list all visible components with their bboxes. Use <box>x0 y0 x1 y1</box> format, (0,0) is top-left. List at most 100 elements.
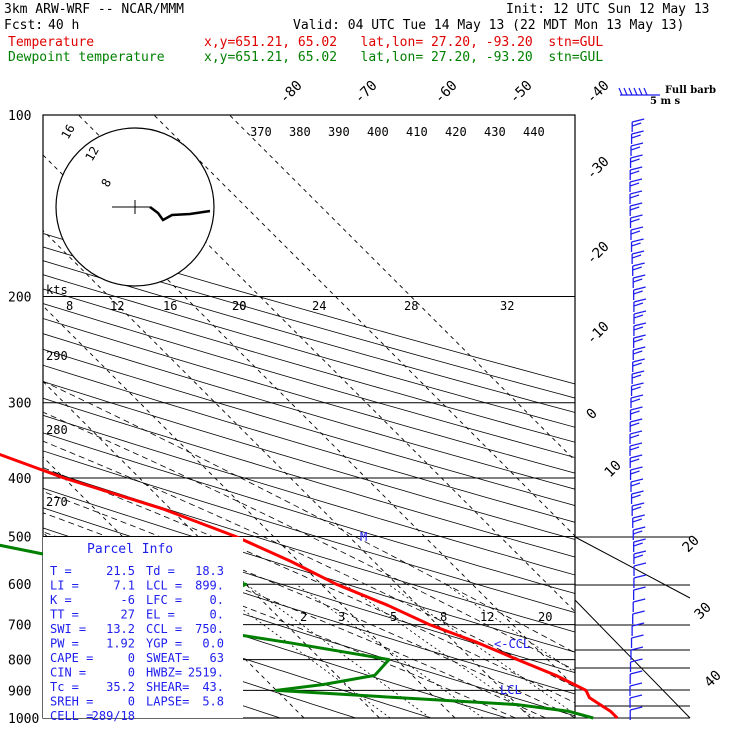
hodograph-ring-speed: 8 <box>66 299 73 313</box>
model-title: 3km ARW-WRF -- NCAR/MMM <box>4 2 185 17</box>
isotherm-extension <box>574 536 691 599</box>
wind-barb-flag <box>629 694 643 699</box>
init-time: Init: 12 UTC Sun 12 May 13 <box>506 2 710 17</box>
mixing-ratio-label-low: 20 <box>538 610 552 624</box>
temperature-tick-top: -60 <box>432 78 461 107</box>
parcel-marker: M <box>360 530 367 544</box>
parcel-info-key: PW = <box>50 637 79 651</box>
parcel-info-value: 21.5 <box>106 564 135 578</box>
theta-label: 400 <box>367 125 389 139</box>
dry-adiabat <box>43 432 575 594</box>
parcel-info-key: CCL = <box>146 622 182 636</box>
dry-adiabat <box>43 233 575 385</box>
wind-barb-flag <box>630 706 643 711</box>
parcel-info-value: 43. <box>202 680 224 694</box>
wind-barb-flag <box>630 158 640 163</box>
forecast-label: Fcst: <box>4 18 44 33</box>
wind-barb-flag <box>631 494 641 499</box>
wind-barb-flag <box>630 166 643 171</box>
parcel-info-value: 13.2 <box>106 622 135 636</box>
barb-legend-flag <box>638 87 643 96</box>
wind-barb-flag <box>633 598 646 603</box>
parcel-info-key: T = <box>50 564 72 578</box>
parcel-info-value: 0 <box>128 666 135 680</box>
barb-legend-flag <box>623 87 628 96</box>
parcel-info-value: 0.0 <box>202 637 224 651</box>
dewpoint-profile <box>0 543 594 720</box>
barb-legend-flag <box>628 87 633 96</box>
wind-barb-flag <box>633 530 643 535</box>
wind-barb-flag <box>630 394 644 399</box>
wetbulb-label: 270 <box>46 495 68 509</box>
parcel-info-key: YGP = <box>146 637 182 651</box>
temperature-tick-right: 30 <box>692 600 715 623</box>
parcel-info-value: 2519. <box>188 666 224 680</box>
wind-barb-flag <box>630 466 643 471</box>
mixing-ratio-line <box>445 583 575 674</box>
wind-barb-flag <box>633 586 646 591</box>
wind-barb-flag <box>631 370 645 375</box>
wind-barb-flag <box>633 334 646 339</box>
wind-barb-flag <box>631 130 644 135</box>
wind-barb-flag <box>633 542 643 547</box>
hodograph-ring-speed: 16 <box>163 299 177 313</box>
temperature-tick-right: -10 <box>584 319 613 348</box>
mixing-ratio-label-low: 2 <box>300 610 307 624</box>
parcel-info-key: LI = <box>50 579 79 593</box>
parcel-info-value: 0. <box>210 608 224 622</box>
parcel-info-value: 289/18 <box>92 709 135 723</box>
valid-time: Valid: 04 UTC Tue 14 May 13 (22 MDT Mon … <box>293 18 685 33</box>
wind-barb-flag <box>630 470 640 475</box>
wind-barb-flag <box>630 454 643 459</box>
wind-barb-flag <box>633 538 646 543</box>
wind-barb-flag <box>630 482 641 487</box>
wind-barb-flag <box>630 410 640 415</box>
pressure-label: 800 <box>8 654 31 669</box>
dewpoint-location: x,y=651.21, 65.02 lat,lon= 27.20, -93.20… <box>204 50 604 65</box>
wind-barb-flag <box>633 326 644 331</box>
wind-barb-flag <box>631 122 642 127</box>
pressure-label: 700 <box>8 619 31 634</box>
wind-barb-flag <box>631 382 644 387</box>
wind-barb-flag <box>630 646 644 651</box>
pressure-label: 100 <box>8 109 31 124</box>
wind-barb-flag <box>633 554 644 559</box>
dry-adiabat <box>43 318 575 474</box>
wind-barb-flag <box>631 506 642 511</box>
theta-label: 410 <box>406 125 428 139</box>
parcel-info-title: Parcel Info <box>87 542 173 557</box>
wind-barb-flag <box>633 562 647 567</box>
mixing-ratio-label: 32 <box>500 299 514 313</box>
wind-barb-flag <box>631 386 641 391</box>
parcel-info-value: 750. <box>195 622 224 636</box>
wind-barb-flag <box>633 350 643 355</box>
wind-barb-flag <box>633 310 647 315</box>
dry-adiabat <box>43 246 575 399</box>
mixing-ratio-label: 24 <box>312 299 326 313</box>
ccl-marker: <-CCL <box>494 637 530 651</box>
wind-barb-flag <box>630 458 640 463</box>
wind-barb-flag <box>633 290 643 295</box>
temperature-tick-top: -80 <box>277 78 306 107</box>
temperature-tick-right: 40 <box>702 668 725 691</box>
mixing-ratio-label: 28 <box>404 299 418 313</box>
parcel-info-value: 18.3 <box>195 564 224 578</box>
wind-barb-flag <box>630 406 643 411</box>
temperature-profile <box>0 452 619 720</box>
wind-barb-flag <box>631 238 644 243</box>
wind-barb-flag <box>631 622 645 627</box>
parcel-info-key: LFC = <box>146 593 182 607</box>
dry-adiabat <box>43 333 575 490</box>
wind-barb-flag <box>630 218 640 223</box>
hodograph-trace <box>149 206 211 222</box>
wind-barb-flag <box>633 338 643 343</box>
temperature-location: x,y=651.21, 65.02 lat,lon= 27.20, -93.20… <box>204 35 604 50</box>
wind-barb-flag <box>633 574 647 579</box>
wind-barb-flag <box>629 190 643 195</box>
parcel-info-key: SREH = <box>50 695 93 709</box>
wind-barb-flag <box>629 434 640 439</box>
pressure-label: 500 <box>8 530 31 545</box>
parcel-info-key: EL = <box>146 608 175 622</box>
parcel-info-value: 0 <box>128 651 135 665</box>
forecast-hour: 40 h <box>48 18 80 33</box>
